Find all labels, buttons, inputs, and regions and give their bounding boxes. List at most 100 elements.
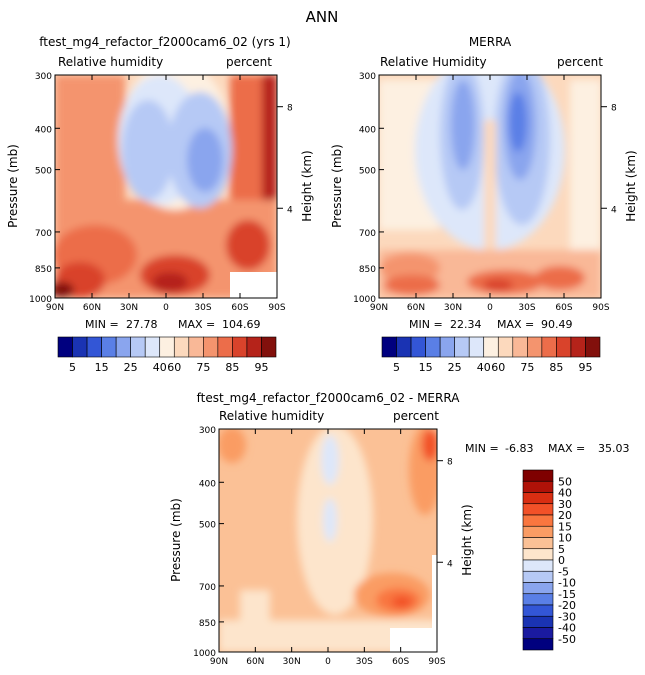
panel-obs-colorbar-swatch [396, 336, 412, 358]
panel-model-x-tick-label: 0 [163, 303, 169, 313]
panel-model-min-value: 27.78 [126, 318, 158, 331]
figure-title: ANN [306, 8, 339, 26]
panel-diff-x-tick-label: 60N [246, 657, 264, 667]
panel-model-y-tick-label: 1000 [29, 295, 52, 305]
panel-obs-colorbar-label: 25 [448, 361, 462, 374]
panel-model-height-tick-label: 4 [287, 205, 293, 215]
panel-model-y-tick-label: 300 [35, 72, 52, 82]
panel-obs-x-tick-label: 30N [444, 303, 462, 313]
panel-obs-colorbar-swatch [585, 336, 601, 358]
panel-model-x-tick-label: 90N [46, 303, 64, 313]
panel-obs-colorbar-swatch [541, 336, 557, 358]
panel-diff-x-tick-label: 30S [356, 657, 373, 667]
panel-diff-height-tick-label: 8 [447, 458, 453, 468]
panel-obs-colorbar-label: 40 [477, 361, 491, 374]
panel-obs-y-tick-label: 500 [359, 167, 376, 177]
panel-model-colorbar-swatch [261, 336, 277, 358]
panel-diff-y-tick-label: 300 [199, 426, 216, 436]
panel-model-stats: MIN = 27.78 MAX = 104.69 [85, 318, 261, 331]
panel-obs-x-tick-label: 30S [518, 303, 535, 313]
panel-obs-subtitle-left: Relative Humidity [380, 55, 487, 69]
panel-obs-min-label: MIN = [409, 318, 443, 331]
panel-diff-colorbar-label: 50 [558, 475, 572, 488]
panel-diff-colorbar-label: 20 [558, 509, 572, 522]
panel-diff-colorbar-label: -50 [558, 633, 576, 646]
panel-diff-colorbar-label: -40 [558, 622, 576, 635]
panel-model-colorbar-swatch [115, 336, 131, 358]
panel-obs-max-label: MAX = [497, 318, 534, 331]
panel-model-colorbar-label: 85 [225, 361, 239, 374]
panel-model-colorbar-label: 15 [95, 361, 109, 374]
panel-model-y-tick-label: 850 [35, 265, 52, 275]
panel-obs-x-tick-label: 0 [487, 303, 493, 313]
panel-model-colorbar-swatch [72, 336, 88, 358]
panel-diff-colorbar-label: 40 [558, 487, 572, 500]
panel-diff: ftest_mg4_refactor_f2000cam6_02 - MERRA … [169, 391, 630, 667]
panel-obs-x-tick-label: 90S [592, 303, 609, 313]
panel-obs-colorbar-label: 75 [520, 361, 534, 374]
panel-model-title: ftest_mg4_refactor_f2000cam6_02 (yrs 1) [39, 35, 290, 49]
panel-obs-y-tick-label: 300 [359, 72, 376, 82]
panel-diff-max-value: 35.03 [598, 442, 630, 455]
panel-diff-x-tick-label: 0 [325, 657, 331, 667]
panel-diff-colorbar-swatch [522, 469, 554, 482]
panel-diff-colorbar-swatch [522, 537, 554, 550]
panel-model-colorbar: 5 15 25 40 60 75 85 95 [57, 336, 277, 374]
panel-diff-colorbar-swatch [522, 604, 554, 617]
panel-diff-colorbar-swatch [522, 582, 554, 595]
panel-diff-x-tick-label: 60S [392, 657, 409, 667]
panel-diff-colorbar-swatch [522, 627, 554, 640]
panel-obs-y-tick-label: 700 [359, 229, 376, 239]
panel-obs-colorbar-swatch [454, 336, 470, 358]
panel-diff-colorbar-label: -10 [558, 577, 576, 590]
panel-diff-min-value: -6.83 [505, 442, 533, 455]
panel-obs-y-tick-label: 1000 [353, 295, 376, 305]
panel-obs-min-value: 22.34 [450, 318, 482, 331]
panel-diff-colorbar-swatch [522, 525, 554, 538]
panel-obs-colorbar-swatch [439, 336, 455, 358]
panel-diff-ylabel: Pressure (mb) [169, 498, 183, 582]
panel-obs-colorbar-swatch [425, 336, 441, 358]
panel-obs-y-tick-label: 850 [359, 265, 376, 275]
panel-model-colorbar-swatch [144, 336, 161, 358]
panel-obs-colorbar-swatch [381, 336, 397, 358]
panel-model-colorbar-label: 40 [153, 361, 167, 374]
panel-obs-colorbar-swatch [570, 336, 586, 358]
panel-model: ftest_mg4_refactor_f2000cam6_02 (yrs 1) … [6, 35, 314, 374]
panel-model-colorbar-swatch [86, 336, 102, 358]
panel-diff-colorbar-label: -30 [558, 610, 576, 623]
panel-model-x-tick-label: 60N [83, 303, 101, 313]
panel-obs-max-value: 90.49 [541, 318, 573, 331]
panel-diff-colorbar-label: 10 [558, 532, 572, 545]
panel-model-colorbar-swatch [188, 336, 204, 358]
panel-obs-colorbar-swatch [483, 336, 499, 358]
panel-obs-colorbar-label: 85 [549, 361, 563, 374]
panel-model-ylabel: Pressure (mb) [6, 144, 20, 228]
panel-diff-colorbar-swatch [522, 492, 554, 505]
panel-model-colorbar-swatch [57, 336, 73, 358]
panel-diff-y-tick-label: 1000 [193, 649, 216, 659]
panel-obs-colorbar-swatch [468, 336, 485, 358]
panel-obs-colorbar-label: 5 [393, 361, 400, 374]
panel-diff-field [219, 429, 437, 652]
panel-model-subtitle-left: Relative humidity [58, 55, 163, 69]
panel-diff-y-tick-label: 400 [199, 479, 216, 489]
panel-diff-colorbar-label: 30 [558, 498, 572, 511]
panel-obs-axes: 90N 60N 30N 0 30S 60S 90S 300 400 500 700 850 1000 8 4 [353, 72, 617, 313]
panel-obs-x-tick-label: 60N [407, 303, 425, 313]
panel-diff-colorbar-swatch [522, 559, 554, 572]
panel-diff-colorbar-swatch [522, 480, 554, 493]
panel-diff-colorbar-swatch [522, 638, 554, 651]
panel-model-y-tick-label: 500 [35, 167, 52, 177]
panel-obs-stats: MIN = 22.34 MAX = 90.49 [409, 318, 573, 331]
panel-diff-colorbar-label: -15 [558, 588, 576, 601]
panel-diff-stats: MIN = -6.83 MAX = 35.03 [465, 442, 630, 455]
panel-model-x-tick-label: 30S [194, 303, 211, 313]
panel-diff-height-tick-label: 4 [447, 559, 453, 569]
panel-diff-ylabel-right: Height (km) [460, 504, 474, 575]
panel-model-colorbar-swatch [173, 336, 190, 358]
panel-obs-colorbar-label: 95 [578, 361, 592, 374]
panel-model-height-tick-label: 8 [287, 104, 293, 114]
